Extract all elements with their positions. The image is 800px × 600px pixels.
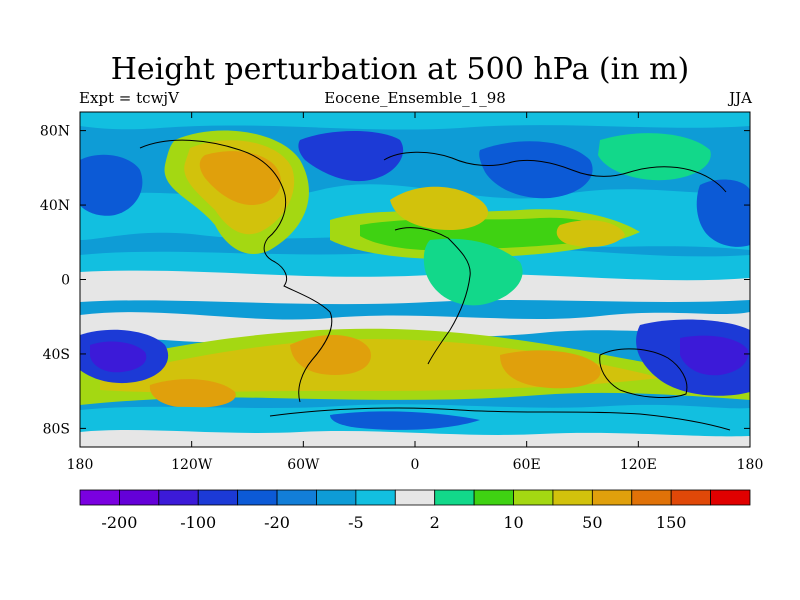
colorbar-swatch bbox=[355, 489, 396, 506]
colorbar-swatch bbox=[276, 489, 317, 506]
season-label: JJA bbox=[729, 89, 752, 107]
x-tick-label: 60E bbox=[513, 457, 541, 473]
colorbar-swatch bbox=[473, 489, 514, 506]
x-tick-label: 180 bbox=[67, 457, 94, 473]
colorbar-swatch bbox=[158, 489, 199, 506]
colorbar-swatch bbox=[552, 489, 593, 506]
y-tick-label: 80N bbox=[40, 124, 70, 140]
x-tick-label: 60W bbox=[287, 457, 320, 473]
contour-low bbox=[479, 141, 593, 199]
colorbar-label: 10 bbox=[503, 513, 523, 532]
contour-field bbox=[80, 112, 750, 447]
y-tick-label: 40S bbox=[43, 347, 70, 363]
contour-high bbox=[423, 238, 523, 306]
colorbar-label: -200 bbox=[101, 513, 137, 532]
coastline-antarctica bbox=[269, 407, 731, 431]
colorbar-label: 150 bbox=[656, 513, 687, 532]
colorbar-swatch bbox=[631, 489, 672, 506]
colorbar-swatch bbox=[197, 489, 239, 506]
x-tick-label: 180 bbox=[737, 457, 764, 473]
colorbar-swatch bbox=[670, 489, 711, 506]
contour-band bbox=[80, 430, 750, 447]
colorbar-label: -5 bbox=[348, 513, 364, 532]
coastline-australia bbox=[599, 348, 688, 398]
colorbar: -200 -100 -20 -5 2 10 50 150 bbox=[79, 489, 751, 532]
contour-high bbox=[149, 379, 236, 408]
colorbar-label: 50 bbox=[582, 513, 602, 532]
coastlines bbox=[139, 139, 731, 431]
contour-band bbox=[80, 312, 750, 343]
x-tick-label: 120W bbox=[171, 457, 213, 473]
contour-high bbox=[390, 186, 489, 230]
contour-high bbox=[500, 350, 601, 389]
colorbar-swatch bbox=[591, 489, 633, 506]
contour-low bbox=[298, 131, 404, 182]
colorbar-swatch bbox=[237, 489, 278, 506]
coastline-africa bbox=[394, 227, 471, 365]
chart-title: Height perturbation at 500 hPa (in m) bbox=[110, 52, 690, 87]
y-tick-label: 0 bbox=[61, 273, 70, 289]
coastline-americas bbox=[139, 139, 333, 403]
contour-low bbox=[80, 154, 143, 216]
y-tick-label: 80S bbox=[43, 421, 70, 437]
x-axis: 180 120W 60W 0 60E 120E 180 bbox=[67, 112, 764, 473]
contour-low bbox=[90, 341, 147, 373]
contour-low bbox=[696, 179, 750, 247]
colorbar-swatch bbox=[710, 489, 751, 506]
colorbar-swatch bbox=[316, 489, 357, 506]
contour-high bbox=[556, 220, 625, 247]
x-tick-label: 120E bbox=[620, 457, 657, 473]
coastline-eurasia bbox=[383, 151, 727, 193]
contour-low bbox=[330, 411, 480, 430]
colorbar-label: -20 bbox=[264, 513, 290, 532]
contour-high bbox=[199, 151, 281, 205]
contour-low bbox=[680, 335, 749, 376]
contour-band bbox=[80, 112, 750, 130]
colorbar-label: -100 bbox=[180, 513, 216, 532]
experiment-label: Expt = tcwjV bbox=[79, 89, 179, 107]
contour-high bbox=[290, 334, 371, 375]
colorbar-swatch bbox=[79, 489, 120, 506]
colorbar-swatch bbox=[394, 489, 436, 506]
y-axis: 80N 40N 0 40S 80S bbox=[40, 124, 750, 437]
contour-band bbox=[80, 270, 750, 305]
colorbar-swatch bbox=[513, 489, 554, 506]
x-tick-label: 0 bbox=[411, 457, 420, 473]
colorbar-label: 2 bbox=[430, 513, 440, 532]
colorbar-swatch bbox=[119, 489, 160, 506]
colorbar-swatch bbox=[434, 489, 475, 506]
y-tick-label: 40N bbox=[40, 198, 70, 214]
ensemble-label: Eocene_Ensemble_1_98 bbox=[324, 89, 506, 107]
